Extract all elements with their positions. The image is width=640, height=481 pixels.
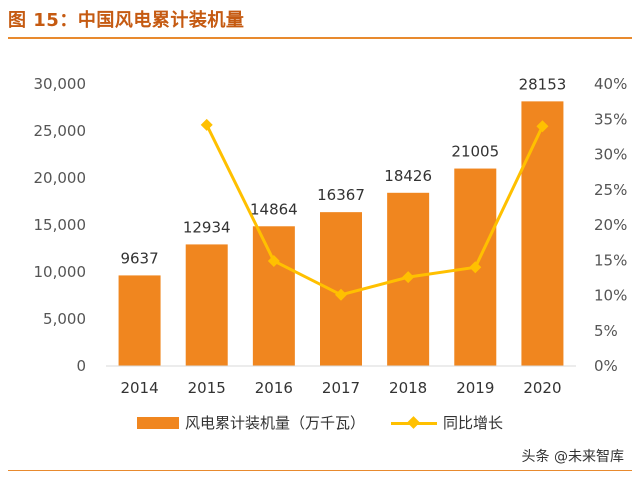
right-tick-label: 40% (594, 75, 627, 93)
right-tick-label: 10% (594, 287, 627, 305)
left-tick-label: 30,000 (34, 75, 87, 93)
right-tick-label: 15% (594, 251, 627, 269)
left-tick-label: 5,000 (43, 310, 86, 328)
growth-line (205, 124, 544, 297)
right-tick-label: 5% (594, 322, 618, 340)
x-tick-label: 2015 (188, 379, 226, 397)
growth-point (536, 120, 549, 133)
right-tick-label: 20% (594, 216, 627, 234)
x-tick-label: 2016 (255, 379, 293, 397)
right-tick-label: 0% (594, 357, 618, 375)
combo-chart: 0 5,000 10,000 15,000 20,000 25,000 30,000 0% 5… (34, 75, 628, 397)
left-y-axis: 0 5,000 10,000 15,000 20,000 25,000 30,000 (34, 75, 87, 375)
bar (185, 244, 228, 366)
growth-line-series (200, 118, 549, 301)
left-tick-label: 25,000 (34, 122, 87, 140)
legend-bar-label: 风电累计装机量（万千瓦） (184, 414, 365, 432)
right-tick-label: 25% (594, 181, 627, 199)
title-divider (8, 37, 632, 39)
bar (252, 226, 295, 366)
legend-line-label: 同比增长 (443, 414, 504, 432)
left-tick-label: 10,000 (34, 263, 87, 281)
growth-point (469, 261, 482, 274)
growth-point (200, 118, 213, 131)
growth-point (267, 254, 280, 267)
legend-item-line: 同比增长 (391, 412, 503, 433)
legend-line-swatch (391, 415, 437, 430)
bar-data-label: 14864 (250, 200, 298, 218)
watermark: 头条 @未来智库 (521, 449, 624, 465)
left-tick-label: 20,000 (34, 169, 87, 187)
bottom-divider (8, 470, 632, 471)
left-tick-label: 15,000 (34, 216, 87, 234)
x-tick-label: 2018 (389, 379, 427, 397)
growth-point (402, 271, 415, 284)
right-tick-label: 30% (594, 146, 627, 164)
bar-data-label: 21005 (451, 143, 499, 161)
x-tick-label: 2019 (456, 379, 494, 397)
bar-data-label: 18426 (384, 167, 432, 185)
legend-item-bar: 风电累计装机量（万千瓦） (136, 412, 365, 433)
x-tick-label: 2020 (523, 379, 561, 397)
x-axis-labels: 2014 2015 2016 2017 2018 2019 2020 (120, 379, 561, 397)
left-tick-label: 0 (76, 357, 86, 375)
right-tick-label: 35% (594, 110, 627, 128)
growth-point (335, 288, 347, 301)
chart-legend: 风电累计装机量（万千瓦） 同比增长 (0, 412, 640, 433)
legend-bar-swatch (136, 416, 179, 429)
figure-title: 图 15：中国风电累计装机量 (8, 10, 245, 31)
right-y-axis: 0% 5% 10% 15% 20% 25% 30% 35% 40% (594, 75, 627, 375)
bar-data-label: 28153 (519, 75, 567, 93)
x-tick-label: 2017 (322, 379, 360, 397)
x-tick-label: 2014 (120, 379, 158, 397)
bar-data-label: 9637 (120, 249, 158, 267)
bar (521, 101, 564, 366)
bar-data-label: 12934 (183, 218, 231, 236)
bar (118, 275, 161, 366)
bar-data-label: 16367 (317, 186, 365, 204)
